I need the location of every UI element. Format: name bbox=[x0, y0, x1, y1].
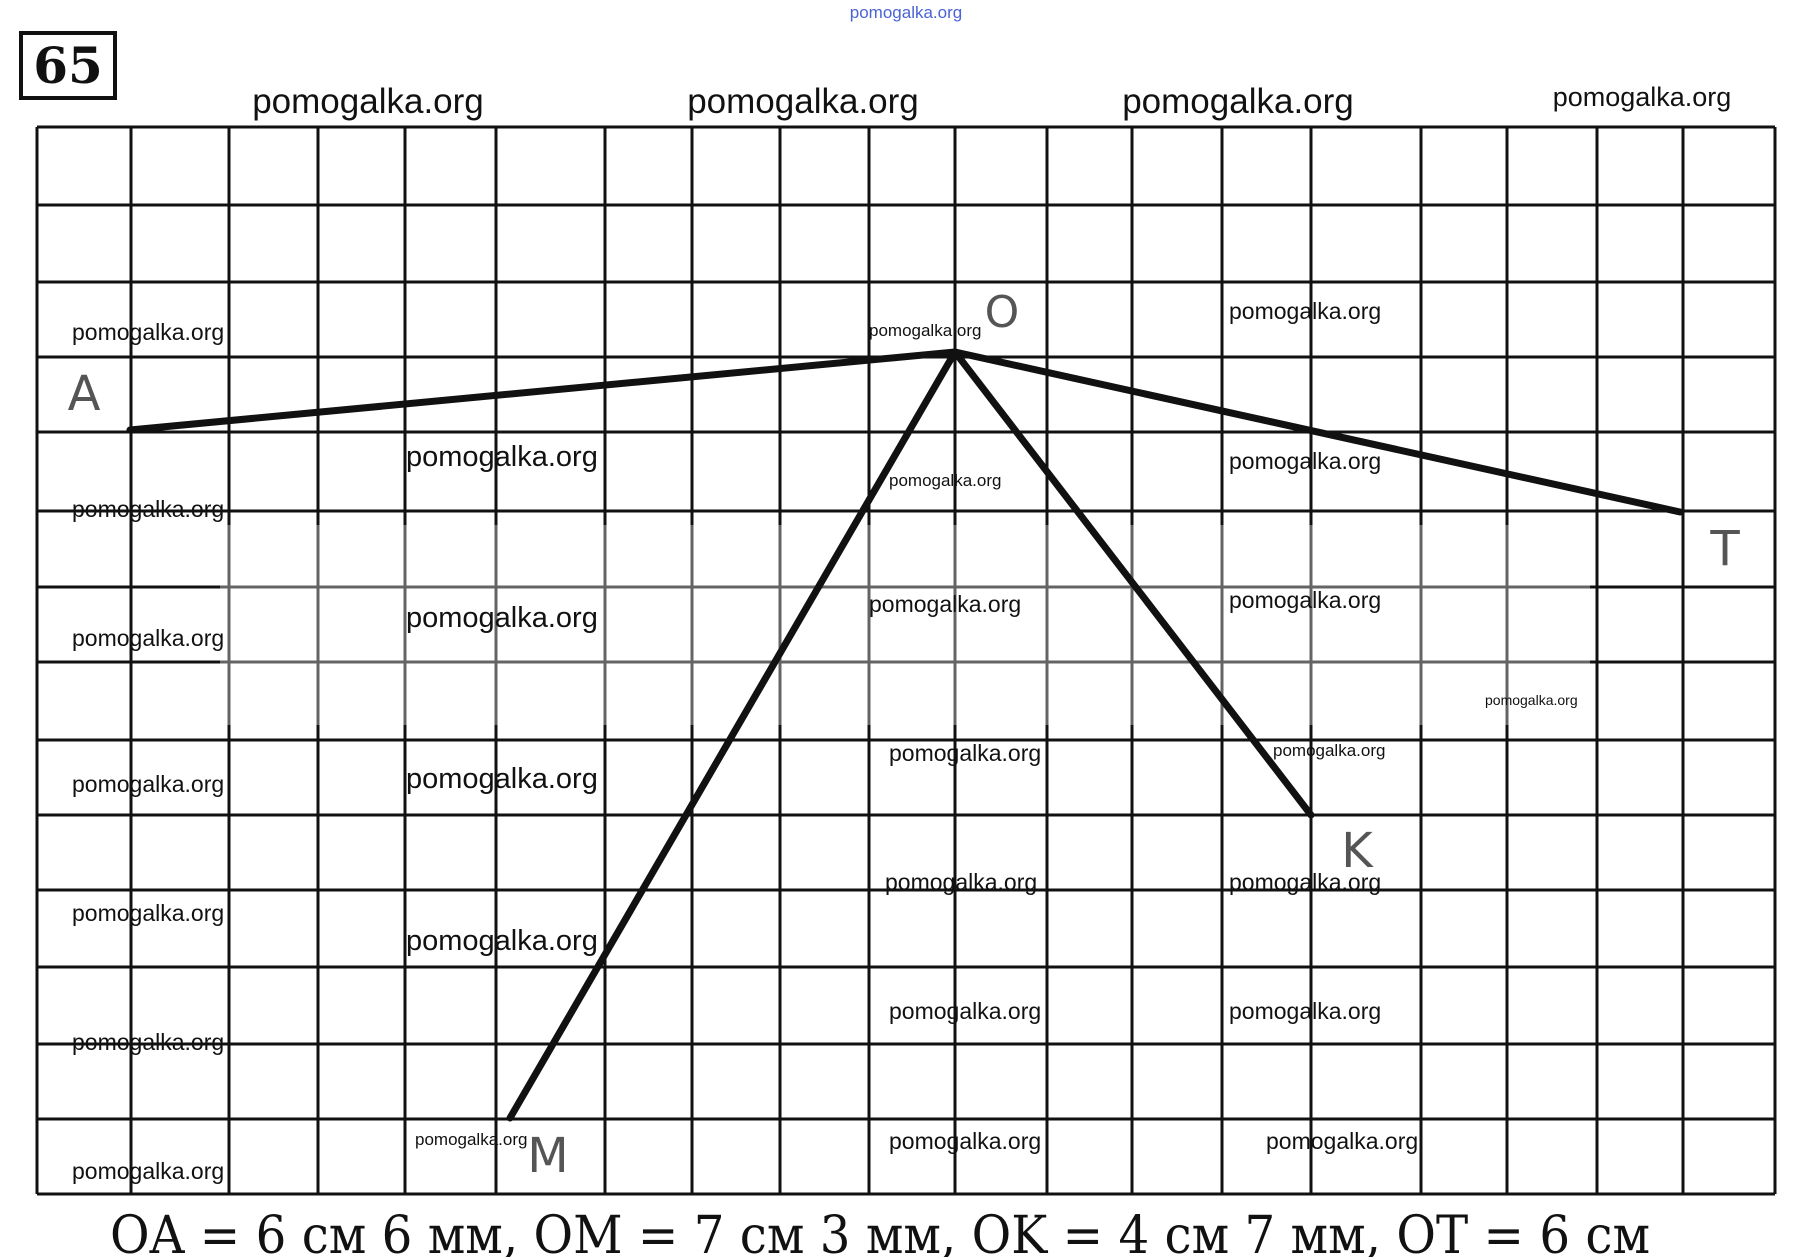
watermark: pomogalka.org bbox=[72, 1158, 224, 1184]
caption: OA = 6 см 6 мм, OM = 7 см 3 мм, OK = 4 с… bbox=[110, 1206, 1650, 1257]
watermark: pomogalka.org bbox=[406, 925, 598, 957]
watermark: pomogalka.org bbox=[72, 496, 224, 522]
watermark: pomogalka.org bbox=[72, 319, 224, 345]
point-label-A: A bbox=[68, 366, 101, 422]
watermark: pomogalka.org bbox=[72, 1029, 224, 1055]
watermark: pomogalka.org bbox=[1229, 869, 1381, 895]
watermark: pomogalka.org bbox=[406, 602, 598, 634]
watermark: pomogalka.org bbox=[889, 998, 1041, 1024]
grid bbox=[35, 125, 1777, 1196]
top-watermark: pomogalka.org bbox=[850, 3, 962, 22]
watermark: pomogalka.org bbox=[415, 1130, 527, 1149]
watermark: pomogalka.org bbox=[1485, 692, 1578, 708]
header-watermark-2: pomogalka.org bbox=[687, 82, 919, 121]
watermark: pomogalka.org bbox=[72, 625, 224, 651]
watermark: pomogalka.org bbox=[1229, 298, 1381, 324]
point-label-O: O bbox=[985, 287, 1020, 338]
watermark: pomogalka.org bbox=[72, 900, 224, 926]
ray-OA bbox=[126, 348, 959, 434]
header-watermark-1: pomogalka.org bbox=[252, 82, 484, 121]
point-label-M: M bbox=[527, 1128, 568, 1184]
watermark: pomogalka.org bbox=[406, 763, 598, 795]
watermark: pomogalka.org bbox=[1229, 998, 1381, 1024]
watermark: pomogalka.org bbox=[885, 869, 1037, 895]
watermark: pomogalka.org bbox=[72, 771, 224, 797]
watermark: pomogalka.org bbox=[889, 1128, 1041, 1154]
ray-OT bbox=[951, 348, 1684, 516]
watermark: pomogalka.org bbox=[1229, 448, 1381, 474]
watermark: pomogalka.org bbox=[1266, 1128, 1418, 1154]
header-watermark-3: pomogalka.org bbox=[1122, 82, 1354, 121]
ray-OM bbox=[506, 348, 959, 1122]
watermark: pomogalka.org bbox=[869, 591, 1021, 617]
header-watermark-4: pomogalka.org bbox=[1553, 82, 1732, 112]
watermark: pomogalka.org bbox=[889, 740, 1041, 766]
watermark: pomogalka.org bbox=[406, 441, 598, 473]
watermark: pomogalka.org bbox=[869, 321, 981, 340]
problem-number: 65 bbox=[33, 36, 103, 95]
point-label-K: K bbox=[1341, 823, 1374, 879]
watermark: pomogalka.org bbox=[1273, 741, 1385, 760]
faded-band bbox=[220, 525, 1590, 725]
ray-OK bbox=[951, 348, 1315, 819]
problem-number-box bbox=[19, 31, 117, 100]
watermark: pomogalka.org bbox=[1229, 587, 1381, 613]
point-label-T: T bbox=[1709, 521, 1740, 577]
watermark: pomogalka.org bbox=[889, 471, 1001, 490]
